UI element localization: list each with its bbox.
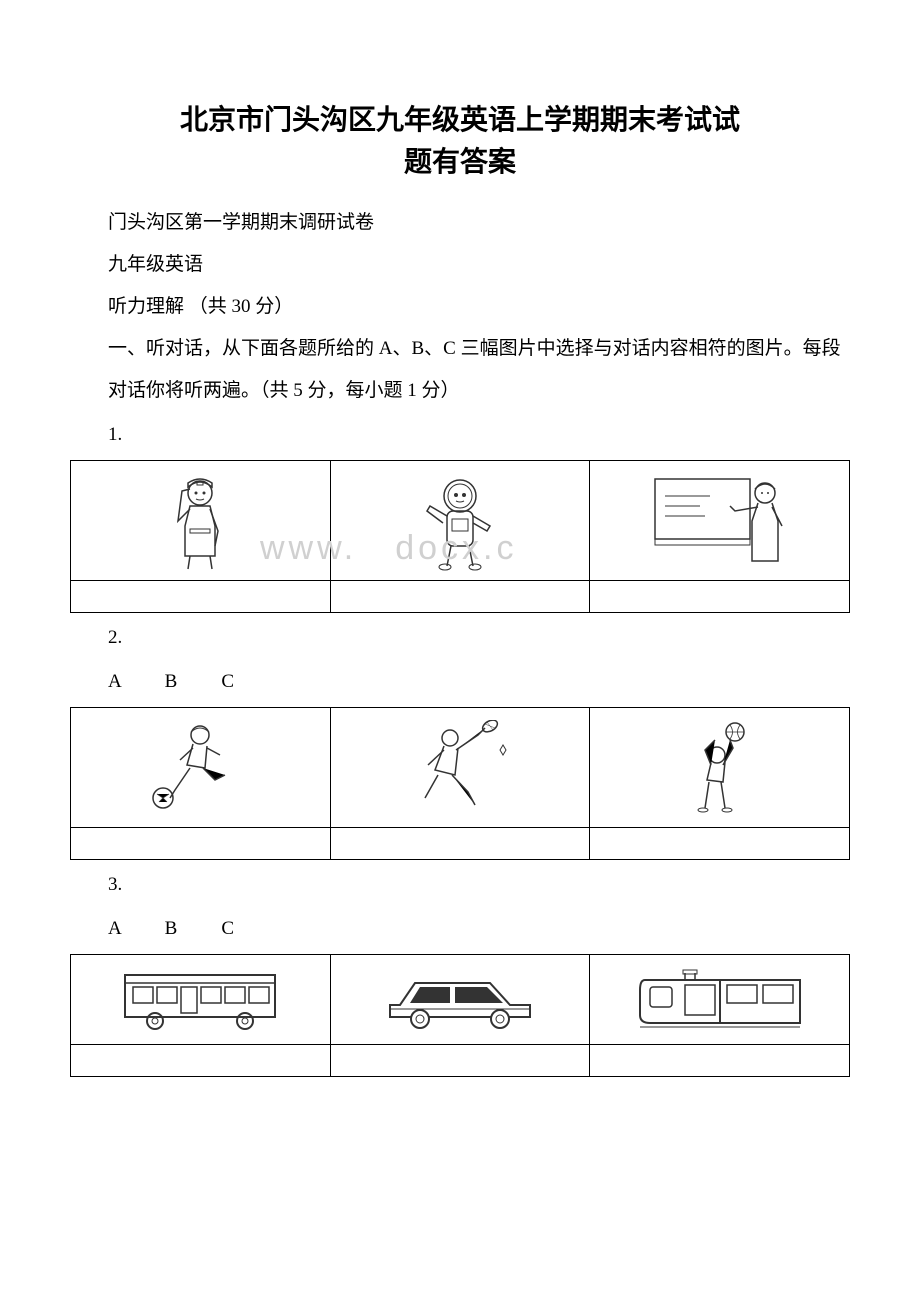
- subtitle-district: 门头沟区第一学期期末调研试卷: [70, 204, 850, 242]
- page-title: 北京市门头沟区九年级英语上学期期末考试试 题有答案: [70, 100, 850, 184]
- table-row: [71, 955, 850, 1045]
- badminton-icon: [400, 720, 520, 815]
- q3-label-c: [590, 1045, 850, 1077]
- q2-image-table: [70, 707, 850, 860]
- question-2-number: 2.: [70, 619, 850, 657]
- q3-cell-c: [590, 955, 850, 1045]
- q1-label-c: [590, 581, 850, 613]
- listening-header: 听力理解 （共 30 分）: [70, 288, 850, 326]
- q1-cell-a: [71, 461, 331, 581]
- question-3-number: 3.: [70, 866, 850, 904]
- football-icon: [145, 720, 255, 815]
- bus-icon: [115, 965, 285, 1035]
- table-row: [71, 461, 850, 581]
- q1-cell-c: [590, 461, 850, 581]
- title-line-2: 题有答案: [404, 147, 516, 178]
- table-row: [71, 708, 850, 828]
- soldier-icon: [160, 471, 240, 571]
- q3-image-table: [70, 954, 850, 1077]
- car-icon: [375, 965, 545, 1035]
- question-1-number: 1.: [70, 416, 850, 454]
- document-page: 北京市门头沟区九年级英语上学期期末考试试 题有答案 门头沟区第一学期期末调研试卷…: [70, 100, 850, 1077]
- table-row: [71, 581, 850, 613]
- q1-table-wrap: www. docx.c: [70, 460, 850, 613]
- q2-label-c: [590, 828, 850, 860]
- question-2-abc: A B C: [70, 663, 850, 701]
- q1-label-a: [71, 581, 331, 613]
- q3-cell-a: [71, 955, 331, 1045]
- q2-cell-b: [330, 708, 590, 828]
- q2-cell-a: [71, 708, 331, 828]
- basketball-icon: [675, 720, 765, 815]
- q3-cell-b: [330, 955, 590, 1045]
- section1-instructions-1: 一、听对话，从下面各题所给的 A、B、C 三幅图片中选择与对话内容相符的图片。每…: [70, 330, 850, 368]
- table-row: [71, 828, 850, 860]
- table-row: [71, 1045, 850, 1077]
- astronaut-icon: [415, 471, 505, 571]
- q1-label-b: [330, 581, 590, 613]
- title-line-1: 北京市门头沟区九年级英语上学期期末考试试: [180, 105, 740, 136]
- q2-cell-c: [590, 708, 850, 828]
- q2-label-a: [71, 828, 331, 860]
- q2-label-b: [330, 828, 590, 860]
- q1-image-table: [70, 460, 850, 613]
- train-icon: [635, 965, 805, 1035]
- question-3-abc: A B C: [70, 910, 850, 948]
- teacher-icon: [650, 471, 790, 571]
- q3-label-b: [330, 1045, 590, 1077]
- subtitle-grade: 九年级英语: [70, 246, 850, 284]
- section1-instructions-2: 对话你将听两遍。（共 5 分，每小题 1 分）: [70, 372, 850, 410]
- q3-label-a: [71, 1045, 331, 1077]
- q1-cell-b: [330, 461, 590, 581]
